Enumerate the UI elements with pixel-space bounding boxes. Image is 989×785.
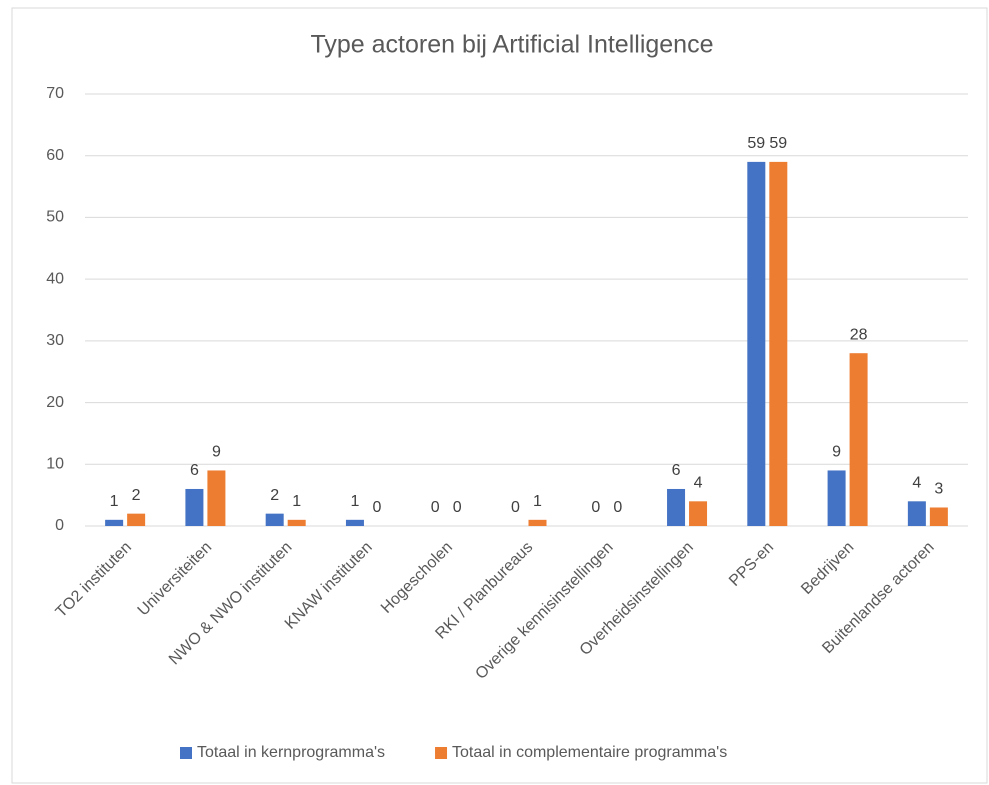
chart-border [11,7,988,784]
legend-swatch [180,747,192,759]
y-tick-label: 20 [46,394,64,411]
bar [127,513,146,526]
data-label: 2 [270,487,279,504]
bar [265,513,284,526]
data-label: 0 [373,499,382,516]
bar [207,470,226,526]
data-label: 6 [672,462,681,479]
bar [345,519,364,526]
bar [287,519,306,526]
bar [929,507,948,526]
bar [185,488,204,526]
bar [528,519,547,526]
y-tick-label: 10 [46,456,64,473]
data-label: 59 [769,135,787,152]
data-label: 0 [431,499,440,516]
legend-swatch [435,747,448,759]
data-label: 0 [453,499,462,516]
bar [769,161,788,526]
data-label: 4 [694,475,703,492]
legend-label: Totaal in kernprogramma's [197,744,385,761]
y-tick-label: 30 [46,332,64,349]
bar [689,501,708,526]
data-label: 59 [747,135,765,152]
data-label: 1 [110,493,119,510]
data-label: 9 [832,444,841,461]
data-label: 4 [912,475,921,492]
data-label: 2 [132,487,141,504]
y-tick-label: 70 [46,85,64,102]
data-label: 0 [511,499,520,516]
data-label: 6 [190,462,199,479]
legend-label: Totaal in complementaire programma's [452,744,727,761]
y-tick-label: 50 [46,209,64,226]
data-label: 28 [850,326,868,343]
bar [747,161,766,526]
y-tick-label: 0 [55,517,64,534]
data-label: 9 [212,444,221,461]
bar [849,353,868,526]
chart-title: Type actoren bij Artificial Intelligence [311,31,714,59]
y-tick-label: 60 [46,147,64,164]
data-label: 1 [351,493,360,510]
bar [907,501,926,526]
bar [105,519,124,526]
data-label: 3 [934,481,943,498]
y-tick-label: 40 [46,270,64,287]
data-label: 1 [292,493,301,510]
bar [667,488,686,526]
data-label: 0 [591,499,600,516]
bar [827,470,846,526]
data-label: 1 [533,493,542,510]
data-label: 0 [613,499,622,516]
